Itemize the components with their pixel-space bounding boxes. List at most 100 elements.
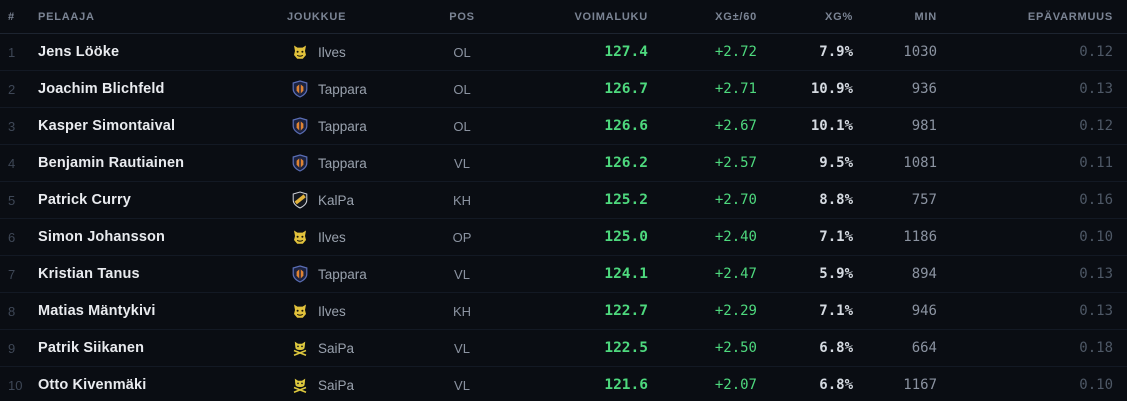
uncertainty-value: 0.12 bbox=[1079, 118, 1113, 134]
xg-percent-value: 5.9% bbox=[819, 266, 853, 282]
voimaluku-value: 121.6 bbox=[604, 377, 648, 393]
minutes-value: 1081 bbox=[903, 155, 937, 171]
team-name: SaiPa bbox=[318, 340, 355, 356]
team-cell: Tappara bbox=[287, 117, 440, 135]
player-name: Kristian Tanus bbox=[38, 266, 140, 282]
voimaluku-value: 122.5 bbox=[604, 340, 648, 356]
minutes-value: 1030 bbox=[903, 44, 937, 60]
column-header-xg60[interactable]: XG±/60 bbox=[715, 10, 757, 23]
column-header-pos[interactable]: POS bbox=[449, 10, 475, 23]
team-name: SaiPa bbox=[318, 377, 355, 393]
rank-cell: 10 bbox=[8, 377, 23, 393]
rank-cell: 5 bbox=[8, 192, 16, 208]
column-header-min[interactable]: MIN bbox=[914, 10, 937, 23]
table-row[interactable]: 2 Joachim Blichfeld Tappara OL 126.7 +2.71 10.… bbox=[0, 71, 1127, 108]
ilves-logo-icon bbox=[291, 302, 309, 320]
table-row[interactable]: 7 Kristian Tanus Tappara VL 124.1 +2.47 5.9% 89… bbox=[0, 256, 1127, 293]
uncertainty-value: 0.13 bbox=[1079, 303, 1113, 319]
team-cell: Tappara bbox=[287, 80, 440, 98]
table-row[interactable]: 10 Otto Kivenmäki SaiPa VL 121.6 +2.07 6.8% 116… bbox=[0, 367, 1127, 401]
table-row[interactable]: 8 Matias Mäntykivi Ilves KH 122.7 +2.29 7.1% 94… bbox=[0, 293, 1127, 330]
column-header-team[interactable]: JOUKKUE bbox=[287, 10, 347, 23]
team-name: Ilves bbox=[318, 303, 346, 319]
xg-percent-value: 7.9% bbox=[819, 44, 853, 60]
position-cell: KH bbox=[452, 303, 472, 319]
kalpa-logo-icon bbox=[291, 191, 309, 209]
tappara-logo-icon bbox=[291, 80, 309, 98]
position-cell: OL bbox=[453, 81, 471, 97]
xg-per60-value: +2.47 bbox=[714, 266, 757, 282]
team-cell: Ilves bbox=[287, 302, 440, 320]
voimaluku-value: 126.6 bbox=[604, 118, 648, 134]
xg-percent-value: 8.8% bbox=[819, 192, 853, 208]
voimaluku-value: 126.7 bbox=[604, 81, 648, 97]
player-name: Simon Johansson bbox=[38, 229, 166, 245]
table-row[interactable]: 5 Patrick Curry KalPa KH 125.2 +2.70 8.8% 757 0.… bbox=[0, 182, 1127, 219]
player-name: Patrik Siikanen bbox=[38, 340, 145, 356]
minutes-value: 894 bbox=[911, 266, 937, 282]
xg-percent-value: 10.9% bbox=[810, 81, 853, 97]
minutes-value: 664 bbox=[911, 340, 937, 356]
table-row[interactable]: 4 Benjamin Rautiainen Tappara VL 126.2 +2.57 9… bbox=[0, 145, 1127, 182]
minutes-value: 936 bbox=[911, 81, 937, 97]
rank-cell: 3 bbox=[8, 118, 16, 134]
table-row[interactable]: 9 Patrik Siikanen SaiPa VL 122.5 +2.50 6.8% 664… bbox=[0, 330, 1127, 367]
saipa-logo-icon bbox=[291, 339, 309, 357]
table-row[interactable]: 6 Simon Johansson Ilves OP 125.0 +2.40 7.1% 118… bbox=[0, 219, 1127, 256]
xg-per60-value: +2.57 bbox=[714, 155, 757, 171]
table-row[interactable]: 1 Jens Lööke Ilves OL 127.4 +2.72 7.9% 1030 0.12 bbox=[0, 34, 1127, 71]
xg-per60-value: +2.70 bbox=[714, 192, 757, 208]
team-cell: Tappara bbox=[287, 154, 440, 172]
table-body: 1 Jens Lööke Ilves OL 127.4 +2.72 7.9% 1030 0.12… bbox=[0, 34, 1127, 401]
team-cell: Ilves bbox=[287, 228, 440, 246]
xg-percent-value: 6.8% bbox=[819, 340, 853, 356]
xg-per60-value: +2.50 bbox=[714, 340, 757, 356]
team-cell: SaiPa bbox=[287, 339, 440, 357]
player-name: Jens Lööke bbox=[38, 44, 120, 60]
team-name: Ilves bbox=[318, 44, 346, 60]
column-header-rank[interactable]: # bbox=[8, 10, 15, 23]
uncertainty-value: 0.13 bbox=[1079, 81, 1113, 97]
xg-per60-value: +2.40 bbox=[714, 229, 757, 245]
team-name: Tappara bbox=[318, 118, 367, 134]
position-cell: OP bbox=[452, 229, 472, 245]
voimaluku-value: 125.0 bbox=[604, 229, 648, 245]
voimaluku-value: 127.4 bbox=[604, 44, 648, 60]
uncertainty-value: 0.18 bbox=[1079, 340, 1113, 356]
rank-cell: 7 bbox=[8, 266, 16, 282]
column-header-player[interactable]: PELAAJA bbox=[38, 10, 95, 23]
tappara-logo-icon bbox=[291, 265, 309, 283]
position-cell: VL bbox=[454, 340, 470, 356]
saipa-logo-icon bbox=[291, 376, 309, 394]
minutes-value: 946 bbox=[911, 303, 937, 319]
team-cell: SaiPa bbox=[287, 376, 440, 394]
uncertainty-value: 0.10 bbox=[1079, 377, 1113, 393]
tappara-logo-icon bbox=[291, 117, 309, 135]
uncertainty-value: 0.10 bbox=[1079, 229, 1113, 245]
table-header-row: # PELAAJA JOUKKUE POS VOIMALUKU XG±/60 XG% MIN E… bbox=[0, 0, 1127, 34]
position-cell: VL bbox=[454, 377, 470, 393]
xg-percent-value: 6.8% bbox=[819, 377, 853, 393]
voimaluku-value: 122.7 bbox=[604, 303, 648, 319]
column-header-uncertainty[interactable]: EPÄVARMUUS bbox=[1027, 10, 1113, 23]
ilves-logo-icon bbox=[291, 43, 309, 61]
xg-percent-value: 10.1% bbox=[810, 118, 853, 134]
position-cell: VL bbox=[454, 155, 470, 171]
ilves-logo-icon bbox=[291, 228, 309, 246]
voimaluku-value: 125.2 bbox=[604, 192, 648, 208]
xg-per60-value: +2.72 bbox=[714, 44, 757, 60]
xg-percent-value: 7.1% bbox=[819, 303, 853, 319]
position-cell: KH bbox=[452, 192, 472, 208]
minutes-value: 757 bbox=[911, 192, 937, 208]
column-header-voimaluku[interactable]: VOIMALUKU bbox=[574, 10, 648, 23]
rank-cell: 8 bbox=[8, 303, 16, 319]
table-row[interactable]: 3 Kasper Simontaival Tappara OL 126.6 +2.67 10… bbox=[0, 108, 1127, 145]
minutes-value: 981 bbox=[911, 118, 937, 134]
uncertainty-value: 0.13 bbox=[1079, 266, 1113, 282]
column-header-xgpct[interactable]: XG% bbox=[825, 10, 853, 23]
team-name: Tappara bbox=[318, 81, 367, 97]
rank-cell: 4 bbox=[8, 155, 16, 171]
team-name: KalPa bbox=[318, 192, 355, 208]
team-name: Ilves bbox=[318, 229, 346, 245]
